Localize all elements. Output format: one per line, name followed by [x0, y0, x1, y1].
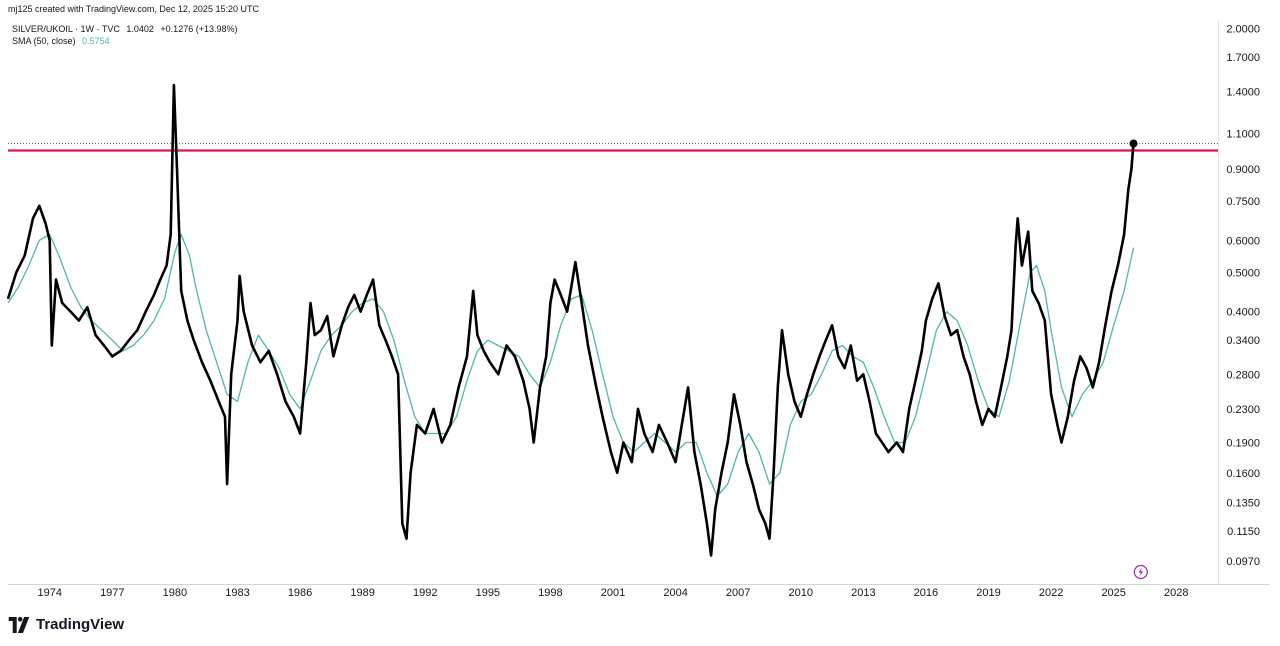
sma-label: SMA (50, close): [12, 36, 76, 46]
y-tick-label: 0.0970: [1226, 556, 1260, 568]
x-tick-label: 1977: [100, 587, 124, 599]
y-tick-label: 1.7000: [1226, 52, 1260, 64]
x-tick-label: 1998: [538, 587, 562, 599]
y-tick-label: 0.1150: [1227, 526, 1260, 538]
symbol-legend[interactable]: SILVER/UKOIL · 1W · TVC 1.0402 +0.1276 (…: [12, 24, 241, 34]
chart-credit: mj125 created with TradingView.com, Dec …: [8, 4, 259, 14]
sma-50-line[interactable]: [7, 233, 1135, 497]
x-tick-label: 1989: [350, 587, 374, 599]
y-tick-label: 0.6000: [1226, 235, 1260, 247]
y-tick-label: 0.3400: [1226, 335, 1260, 347]
y-tick-label: 1.1000: [1226, 129, 1260, 141]
x-tick-label: 2010: [789, 587, 813, 599]
symbol-label: SILVER/UKOIL · 1W · TVC: [12, 24, 120, 34]
x-tick-label: 1986: [288, 587, 312, 599]
tradingview-brand[interactable]: TradingView: [8, 616, 124, 633]
tradingview-logo-icon: [8, 616, 30, 633]
sma-legend[interactable]: SMA (50, close) 0.5754: [12, 36, 114, 46]
y-tick-label: 0.1900: [1226, 438, 1260, 450]
y-tick-label: 0.9000: [1226, 164, 1260, 176]
lightning-event-icon[interactable]: [1133, 564, 1148, 580]
x-tick-label: 2004: [663, 587, 687, 599]
x-tick-label: 1995: [476, 587, 500, 599]
y-tick-label: 0.4000: [1226, 307, 1260, 319]
y-tick-label: 0.5000: [1226, 267, 1260, 279]
x-tick-label: 2007: [726, 587, 750, 599]
x-tick-label: 2022: [1039, 587, 1063, 599]
brand-name: TradingView: [36, 616, 125, 633]
sma-value: 0.5754: [82, 36, 110, 46]
price-change: +0.1276 (+13.98%): [160, 24, 238, 34]
x-tick-label: 2028: [1164, 587, 1188, 599]
chart-area[interactable]: 2.0000 1.7000 1.4000 1.1000 0.9000 0.7500 0.60…: [0, 18, 1280, 608]
last-point-marker[interactable]: [1129, 139, 1138, 148]
y-tick-label: 1.4000: [1226, 86, 1260, 98]
x-tick-label: 2013: [851, 587, 875, 599]
x-tick-label: 1974: [37, 587, 61, 599]
y-tick-label: 2.0000: [1226, 24, 1260, 36]
x-tick-label: 1992: [413, 587, 437, 599]
y-tick-label: 0.2800: [1226, 369, 1260, 381]
x-tick-label: 2016: [914, 587, 938, 599]
y-tick-label: 0.2300: [1226, 404, 1260, 416]
x-tick-label: 1980: [163, 587, 187, 599]
x-tick-label: 1983: [225, 587, 249, 599]
last-price: 1.0402: [126, 24, 154, 34]
x-tick-label: 2001: [601, 587, 625, 599]
y-tick-label: 0.7500: [1226, 196, 1260, 208]
price-chart-svg[interactable]: 2.0000 1.7000 1.4000 1.1000 0.9000 0.7500 0.60…: [0, 18, 1280, 608]
x-tick-label: 2019: [976, 587, 1000, 599]
x-tick-label: 2025: [1101, 587, 1125, 599]
y-tick-label: 0.1350: [1226, 498, 1260, 510]
price-line[interactable]: [6, 83, 1135, 557]
y-tick-label: 0.1600: [1226, 468, 1260, 480]
